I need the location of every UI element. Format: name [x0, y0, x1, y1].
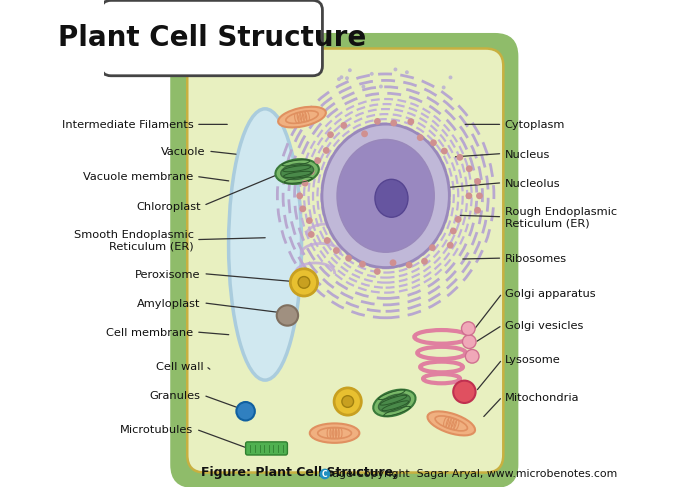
Text: Figure: Plant Cell Structure,: Figure: Plant Cell Structure,: [201, 465, 398, 478]
Circle shape: [298, 277, 310, 288]
Circle shape: [390, 260, 396, 266]
Circle shape: [340, 76, 344, 80]
Circle shape: [340, 123, 347, 129]
Circle shape: [442, 86, 446, 90]
Text: Cell wall: Cell wall: [155, 361, 203, 371]
Circle shape: [308, 232, 314, 238]
Circle shape: [314, 158, 321, 164]
Circle shape: [334, 388, 361, 415]
Circle shape: [441, 148, 448, 155]
Ellipse shape: [322, 125, 449, 268]
Text: Mitochondria: Mitochondria: [505, 392, 580, 402]
Circle shape: [393, 68, 398, 72]
Ellipse shape: [337, 140, 434, 253]
Ellipse shape: [278, 107, 326, 128]
FancyBboxPatch shape: [188, 49, 503, 472]
Circle shape: [391, 121, 397, 127]
Circle shape: [405, 71, 409, 75]
Text: Cytoplasm: Cytoplasm: [505, 120, 565, 130]
Ellipse shape: [281, 164, 314, 180]
Circle shape: [317, 72, 321, 76]
Circle shape: [430, 140, 437, 147]
Circle shape: [463, 335, 476, 349]
Circle shape: [453, 381, 475, 403]
Circle shape: [421, 258, 428, 265]
Text: Plant Cell Structure: Plant Cell Structure: [58, 24, 366, 52]
Circle shape: [296, 193, 303, 200]
Ellipse shape: [428, 411, 475, 435]
Text: Microtubules: Microtubules: [120, 425, 194, 434]
Circle shape: [429, 244, 435, 251]
Circle shape: [345, 255, 352, 262]
Text: Amyloplast: Amyloplast: [137, 298, 201, 308]
Text: Golgi vesicles: Golgi vesicles: [505, 321, 583, 330]
Circle shape: [476, 193, 483, 200]
FancyBboxPatch shape: [170, 34, 519, 488]
Circle shape: [406, 262, 412, 269]
Circle shape: [300, 206, 306, 213]
Ellipse shape: [310, 424, 359, 443]
Circle shape: [323, 148, 330, 155]
Text: Image Copyright  Sagar Aryal, www.microbenotes.com: Image Copyright Sagar Aryal, www.microbe…: [315, 468, 617, 478]
Circle shape: [337, 78, 341, 82]
FancyBboxPatch shape: [246, 442, 288, 455]
Ellipse shape: [373, 390, 416, 417]
Text: Smooth Endoplasmic
Reticulum (ER): Smooth Endoplasmic Reticulum (ER): [74, 229, 194, 251]
Circle shape: [447, 243, 454, 249]
Circle shape: [407, 119, 414, 126]
Text: Intermediate Filaments: Intermediate Filaments: [62, 120, 194, 130]
Circle shape: [370, 73, 374, 77]
Text: Peroxisome: Peroxisome: [135, 269, 201, 279]
Circle shape: [461, 322, 475, 336]
Text: Chloroplast: Chloroplast: [136, 201, 201, 211]
Circle shape: [342, 396, 354, 407]
Circle shape: [450, 228, 456, 235]
Circle shape: [319, 468, 330, 479]
Circle shape: [456, 155, 463, 162]
Circle shape: [379, 85, 383, 89]
Circle shape: [374, 268, 381, 275]
Text: Ribosomes: Ribosomes: [505, 254, 567, 264]
Circle shape: [449, 76, 452, 80]
Circle shape: [290, 269, 318, 296]
FancyBboxPatch shape: [102, 1, 323, 77]
Circle shape: [237, 402, 255, 421]
Text: Rough Endoplasmic
Reticulum (ER): Rough Endoplasmic Reticulum (ER): [505, 206, 617, 228]
Circle shape: [455, 217, 461, 224]
Ellipse shape: [229, 110, 302, 380]
Text: Lysosome: Lysosome: [505, 354, 561, 365]
Circle shape: [361, 131, 368, 138]
Circle shape: [374, 119, 381, 125]
Ellipse shape: [276, 305, 298, 326]
Circle shape: [474, 179, 481, 185]
Text: Golgi apparatus: Golgi apparatus: [505, 288, 596, 299]
Text: C: C: [322, 469, 328, 479]
Ellipse shape: [379, 394, 410, 412]
Text: Vacuole membrane: Vacuole membrane: [83, 172, 194, 182]
Text: Nucleolus: Nucleolus: [505, 178, 561, 188]
Circle shape: [416, 135, 424, 142]
Circle shape: [359, 261, 366, 268]
Circle shape: [466, 166, 472, 173]
Circle shape: [324, 238, 330, 244]
Circle shape: [302, 181, 309, 187]
Text: Nucleus: Nucleus: [505, 149, 550, 159]
Circle shape: [361, 85, 365, 89]
Text: Granules: Granules: [150, 390, 201, 400]
Circle shape: [327, 132, 334, 139]
Circle shape: [308, 169, 314, 176]
Text: Cell membrane: Cell membrane: [106, 327, 194, 337]
Ellipse shape: [375, 180, 408, 218]
Circle shape: [348, 69, 352, 73]
Circle shape: [333, 247, 340, 254]
Circle shape: [474, 207, 481, 214]
Circle shape: [466, 193, 472, 200]
Circle shape: [466, 350, 479, 364]
Text: Vacuole: Vacuole: [161, 147, 206, 157]
Circle shape: [345, 77, 349, 81]
Circle shape: [306, 218, 313, 224]
Ellipse shape: [275, 160, 319, 184]
